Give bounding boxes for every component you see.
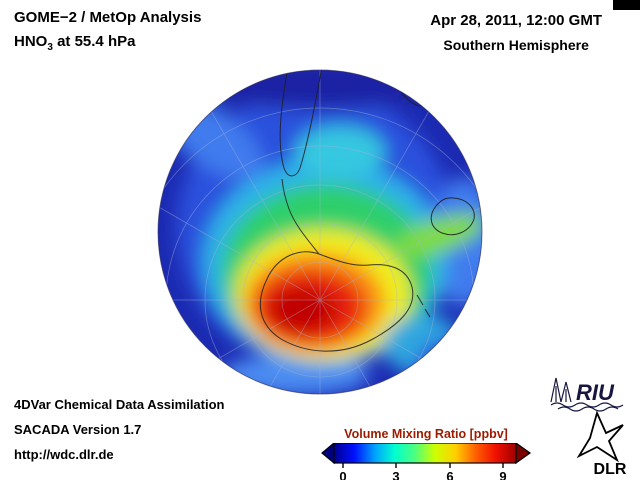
analysis-title: GOME−2 / MetOp Analysis [14, 9, 202, 26]
colorbar-gradient-bar [333, 442, 517, 464]
riu-logo-text: RIU [576, 380, 615, 405]
riu-logo: RIU [548, 374, 632, 412]
species-level-title: HNO3 at 55.4 hPa [14, 34, 201, 53]
dlr-logo-text: DLR [594, 461, 627, 478]
dlr-logo: DLR [566, 410, 628, 478]
tick-label-9: 9 [499, 469, 506, 480]
species-name: HNO [14, 33, 48, 50]
tick-label-6: 6 [446, 469, 453, 480]
hemisphere-map [155, 67, 485, 397]
colorbar-title: Volume Mixing Ratio [ppbv] [344, 427, 508, 441]
tick-label-3: 3 [392, 469, 399, 480]
cathedral-icon [550, 377, 572, 403]
dlr-logo-svg: DLR [576, 410, 627, 478]
figure-title-block: GOME−2 / MetOp Analysis HNO3 at 55.4 hPa [14, 10, 201, 53]
analysis-datetime: Apr 28, 2011, 12:00 GMT [430, 12, 602, 29]
colorbar: Volume Mixing Ratio [ppbv] 0 3 6 9 [320, 427, 532, 480]
datetime-block: Apr 28, 2011, 12:00 GMT Southern Hemisph… [430, 12, 602, 53]
globe-rim [157, 69, 483, 395]
dlr-mark-icon [576, 410, 624, 463]
riu-logo-svg: RIU [550, 377, 624, 412]
colorbar-right-arrow [515, 441, 532, 465]
heatmap-field [158, 70, 482, 394]
species-subscript: 3 [47, 42, 53, 53]
tick-label-0: 0 [339, 469, 346, 480]
colorbar-left-arrow [321, 441, 335, 465]
colorbar-scale: 0 3 6 9 [321, 441, 532, 480]
colorbar-tick-marks [342, 463, 504, 468]
pressure-level: at 55.4 hPa [52, 33, 136, 50]
colorbar-tick-labels: 0 3 6 9 [339, 469, 506, 480]
riu-wave-line-2 [557, 406, 619, 412]
data-url: http://wdc.dlr.de [14, 447, 114, 462]
assimilation-label: 4DVar Chemical Data Assimilation [14, 397, 225, 412]
riu-wave-line-1 [550, 402, 624, 408]
corner-artifact-box [613, 0, 640, 10]
hemisphere-label: Southern Hemisphere [443, 37, 589, 53]
globe-svg [157, 69, 483, 395]
version-label: SACADA Version 1.7 [14, 422, 142, 437]
